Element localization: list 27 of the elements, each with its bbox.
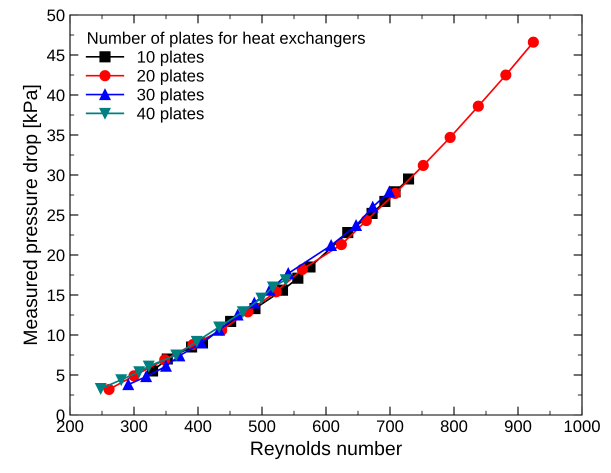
x-tick-label: 200 [56, 420, 84, 432]
y-tick-label: 30 [47, 169, 64, 182]
x-tick-label: 600 [312, 420, 340, 432]
y-tick-label: 5 [56, 370, 64, 382]
legend-label: 20 plates [138, 69, 204, 85]
y-tick-label: 40 [46, 89, 64, 102]
x-tick-label: 700 [376, 420, 404, 432]
y-tick-label: 15 [48, 290, 64, 302]
y-tick-label: 35 [47, 129, 64, 142]
y-tick-label: 50 [47, 9, 64, 22]
x-tick-label: 400 [184, 420, 212, 432]
y-tick-label: 10 [48, 329, 64, 342]
x-axis-title: Reynolds number [251, 440, 402, 460]
y-tick-label: 45 [46, 50, 64, 62]
legend-label: 10 plates [138, 50, 204, 66]
x-tick-label: 300 [120, 420, 148, 432]
y-tick-label: 0 [56, 409, 64, 422]
y-axis-title: Measured pressure drop [kPa] [22, 86, 42, 344]
x-tick-label: 1000 [564, 420, 600, 432]
x-tick-label: 500 [248, 420, 276, 432]
legend-title: Number of plates for heat exchangers [88, 32, 365, 48]
y-tick-label: 25 [47, 209, 64, 222]
x-tick-label: 800 [440, 420, 468, 432]
legend-label: 40 plates [137, 107, 204, 123]
x-tick-label: 900 [504, 420, 532, 432]
y-tick-label: 20 [47, 249, 64, 262]
legend-label: 30 plates [137, 88, 204, 104]
